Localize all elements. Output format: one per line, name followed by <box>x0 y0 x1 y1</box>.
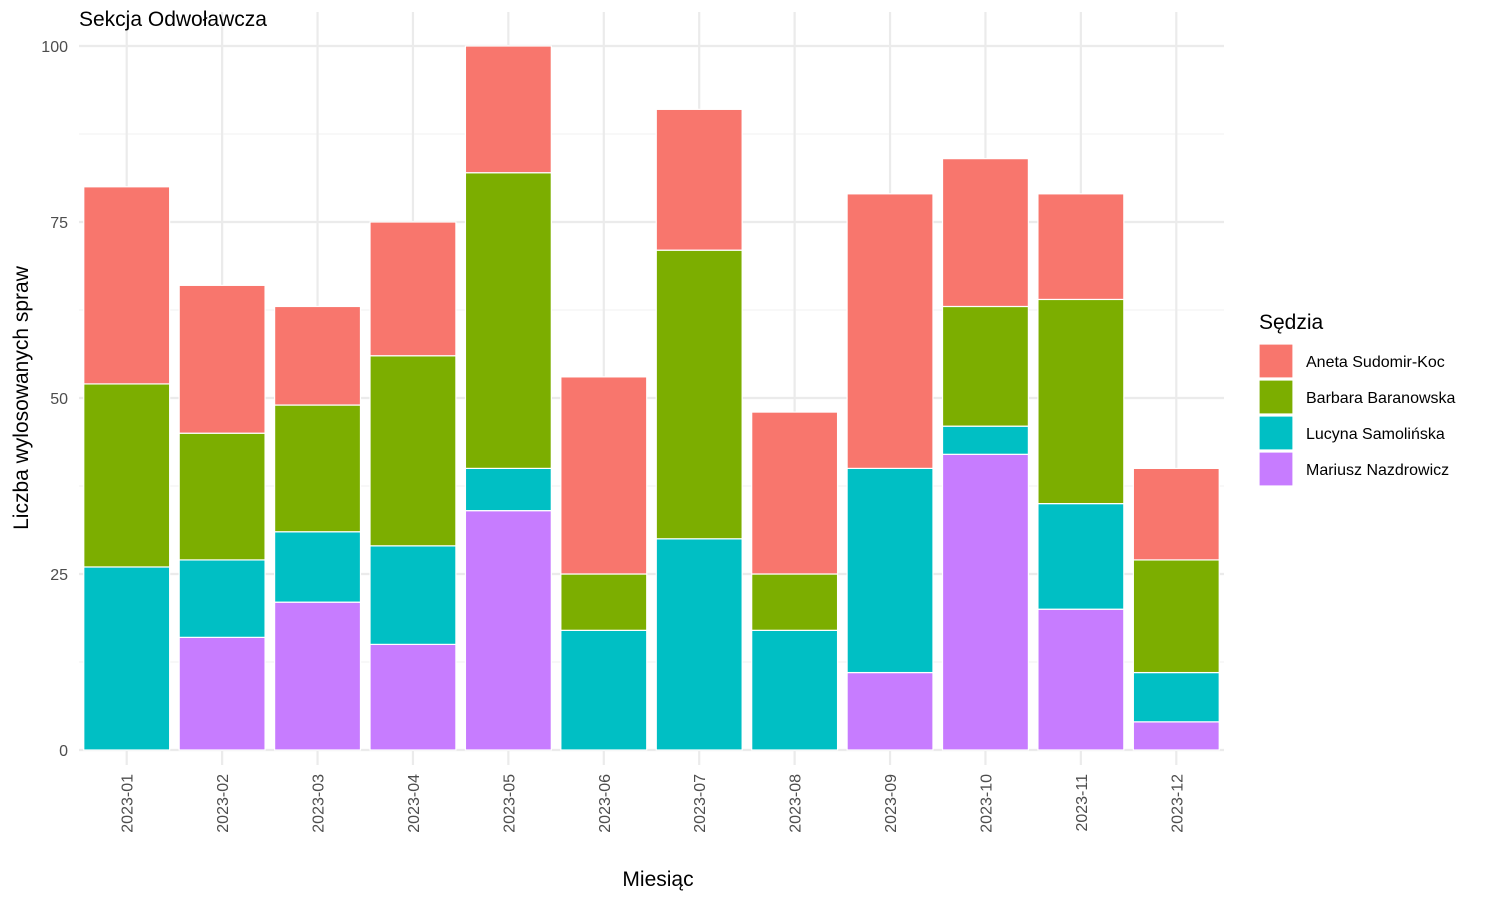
legend-item: Barbara Baranowska <box>1258 379 1456 415</box>
bar-segment <box>274 305 362 406</box>
bar-segment <box>1132 467 1220 561</box>
legend-label: Lucyna Samolińska <box>1306 426 1445 443</box>
bar-segment <box>941 453 1029 751</box>
x-tick-label: 2023-11 <box>1074 774 1091 832</box>
x-tick-label: 2023-09 <box>883 774 900 833</box>
bar-segment <box>1132 559 1220 674</box>
bar-segment <box>941 158 1029 308</box>
bar-segment <box>1037 503 1125 610</box>
bar-segment <box>1132 671 1220 723</box>
bar-segment <box>178 636 266 751</box>
bar-segment <box>83 383 171 568</box>
y-tick-label: 0 <box>59 743 68 760</box>
y-tick-label: 50 <box>50 391 68 408</box>
x-axis-tick-labels: 2023-01 2023-02 2023-03 2023-04 2023-05 2023-… <box>120 774 1187 833</box>
bar-segment <box>178 432 266 561</box>
legend-item: Aneta Sudomir-Koc <box>1258 343 1445 379</box>
bar-segment <box>751 411 839 575</box>
legend-item: Mariusz Nazdrowicz <box>1258 451 1449 487</box>
y-tick-label: 25 <box>50 567 68 584</box>
x-tick-label: 2023-03 <box>311 774 328 833</box>
bar-segment <box>655 249 743 540</box>
bar-segment <box>751 629 839 751</box>
legend-items: Aneta Sudomir-Koc Barbara Baranowska Lucyn… <box>1258 343 1456 487</box>
bar-segment <box>369 643 457 751</box>
chart-title: Sekcja Odwoławcza <box>79 8 267 31</box>
bar-segment <box>751 573 839 631</box>
bar-segment <box>274 404 362 533</box>
bar-segment <box>941 305 1029 427</box>
bar-segment <box>560 629 648 751</box>
legend-title: Sędzia <box>1259 311 1324 334</box>
bar-segment <box>369 355 457 547</box>
legend-swatch <box>1258 343 1294 379</box>
y-tick-label: 75 <box>50 215 68 232</box>
legend: Sędzia Aneta Sudomir-Koc Barbara Baranows… <box>1258 311 1456 487</box>
bar-segment <box>941 425 1029 455</box>
bars <box>83 45 1220 751</box>
bar-segment <box>464 45 552 174</box>
legend-swatch <box>1258 379 1294 415</box>
bar-segment <box>274 531 362 603</box>
bar-segment <box>655 538 743 751</box>
bar-segment <box>560 573 648 631</box>
x-tick-label: 2023-02 <box>215 774 232 833</box>
y-tick-label: 100 <box>41 39 68 56</box>
x-tick-label: 2023-10 <box>978 774 995 833</box>
x-tick-label: 2023-04 <box>406 774 423 833</box>
x-tick-label: 2023-07 <box>692 774 709 833</box>
bar-segment <box>846 193 934 469</box>
bar-segment <box>178 559 266 638</box>
y-axis-title: Liczba wylosowanych spraw <box>10 265 33 530</box>
bar-segment <box>846 671 934 751</box>
y-axis-tick-labels: 0 25 50 75 100 <box>41 39 68 760</box>
bar-segment <box>83 566 171 751</box>
bar-segment <box>1037 608 1125 751</box>
x-tick-label: 2023-08 <box>788 774 805 833</box>
bar-segment <box>1132 721 1220 751</box>
legend-swatch <box>1258 451 1294 487</box>
legend-swatch <box>1258 415 1294 451</box>
x-tick-label: 2023-12 <box>1169 774 1186 833</box>
bar-segment <box>560 376 648 575</box>
bar-segment <box>464 467 552 512</box>
legend-label: Barbara Baranowska <box>1306 390 1456 407</box>
bar-segment <box>178 284 266 434</box>
legend-label: Mariusz Nazdrowicz <box>1306 462 1449 479</box>
bar-segment <box>1037 193 1125 301</box>
bar-segment <box>464 172 552 469</box>
bar-segment <box>369 545 457 646</box>
x-tick-label: 2023-01 <box>120 774 137 833</box>
bar-segment <box>464 510 552 751</box>
bar-segment <box>274 601 362 751</box>
legend-label: Aneta Sudomir-Koc <box>1306 354 1445 371</box>
bar-segment <box>83 186 171 385</box>
x-tick-label: 2023-06 <box>597 774 614 833</box>
bar-segment <box>846 467 934 674</box>
legend-item: Lucyna Samolińska <box>1258 415 1445 451</box>
bar-segment <box>369 221 457 357</box>
bar-segment <box>1037 298 1125 505</box>
x-tick-label: 2023-05 <box>501 774 518 833</box>
bar-segment <box>655 108 743 251</box>
x-axis-title: Miesiąc <box>622 868 693 891</box>
